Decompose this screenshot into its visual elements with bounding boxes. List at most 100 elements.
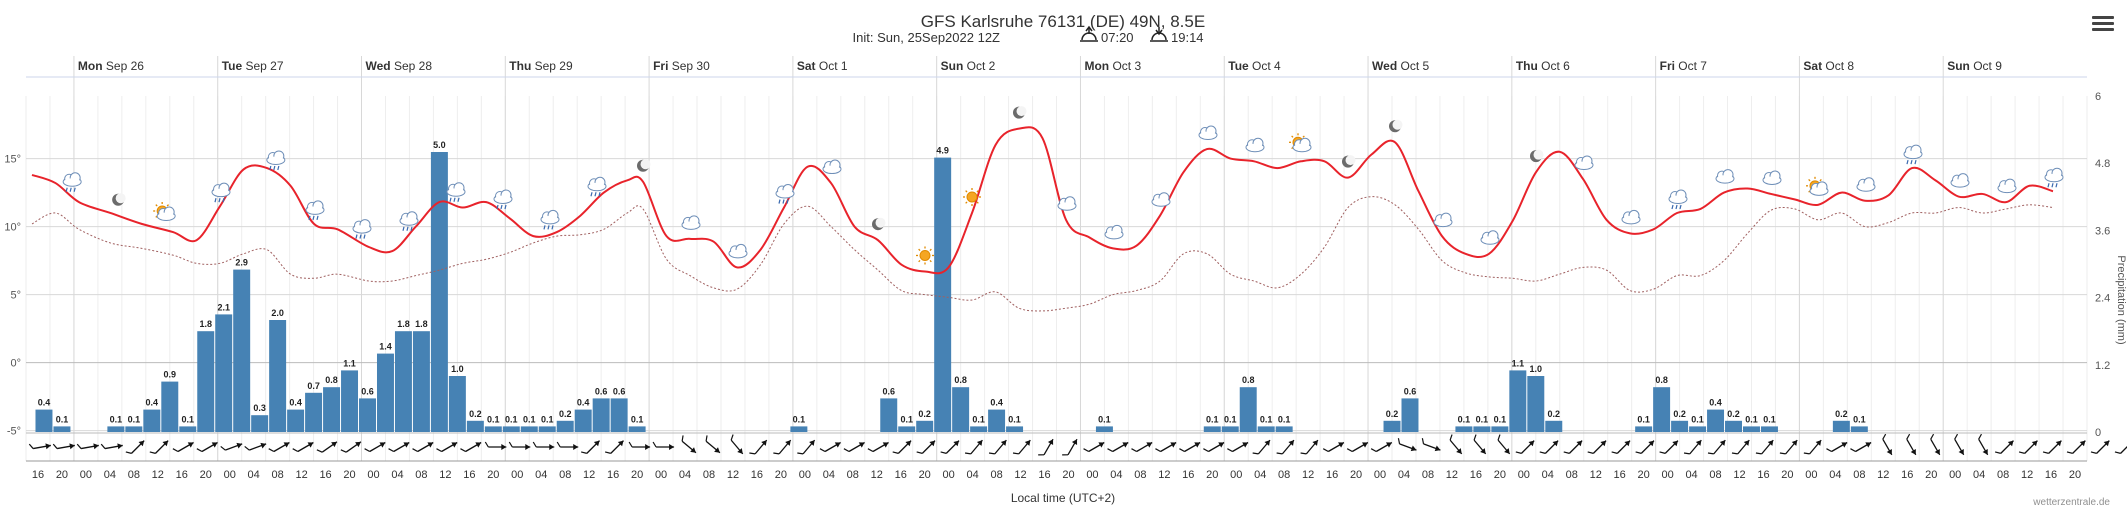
precip-bar xyxy=(1653,387,1671,432)
y-right-tick: 6 xyxy=(2095,91,2101,103)
wind-arrow-icon xyxy=(100,443,123,450)
hour-tick: 20 xyxy=(1206,469,1218,481)
wind-arrow-icon xyxy=(1779,439,1798,455)
wind-arrow-icon xyxy=(1062,438,1078,456)
temperature-series xyxy=(31,126,2054,275)
wind-arrow-icon xyxy=(730,434,744,455)
sun-icon xyxy=(916,246,934,265)
precip-bar xyxy=(880,398,898,432)
wind-arrow-icon xyxy=(460,441,482,453)
chart-menu-button[interactable] xyxy=(2092,14,2114,34)
precip-data-label: 0.8 xyxy=(325,375,338,385)
precip-data-label: 0.4 xyxy=(289,398,302,408)
hour-tick: 20 xyxy=(1350,469,1362,481)
hour-tick: 00 xyxy=(1518,469,1530,481)
day-label: Sun Oct 2 xyxy=(941,59,996,73)
precip-data-label: 0.1 xyxy=(110,414,123,424)
wind-arrow-icon xyxy=(1930,433,1941,456)
rain-icon xyxy=(775,184,795,204)
precip-bar xyxy=(1455,426,1473,432)
cloud-icon xyxy=(1104,224,1124,240)
day-label: Sat Oct 1 xyxy=(797,59,848,73)
hour-tick: 12 xyxy=(295,469,307,481)
precip-bar xyxy=(1832,420,1850,432)
precip-bar xyxy=(1221,426,1239,432)
wind-arrow-icon xyxy=(2090,440,2110,454)
wind-arrow-icon xyxy=(1882,433,1893,456)
hour-tick: 20 xyxy=(1925,469,1937,481)
precip-data-label: 0.8 xyxy=(1655,375,1668,385)
moon-icon xyxy=(872,217,886,231)
precip-bar xyxy=(1473,426,1491,432)
init-text: Init: Sun, 25Sep2022 12Z xyxy=(853,30,1001,45)
hour-tick: 08 xyxy=(415,469,427,481)
wind-arrow-icon xyxy=(628,441,651,450)
wind-arrow-icon xyxy=(484,441,507,450)
wind-arrow-icon xyxy=(292,441,314,453)
hour-tick: 08 xyxy=(1709,469,1721,481)
wind-arrow-icon xyxy=(749,439,768,455)
precip-bar xyxy=(1401,398,1419,432)
hour-tick: 12 xyxy=(583,469,595,481)
precip-bar xyxy=(1635,426,1653,432)
wind-arrow-icon xyxy=(2018,440,2038,454)
hour-tick: 12 xyxy=(152,469,164,481)
precip-data-label: 1.0 xyxy=(1530,364,1543,374)
precip-bar xyxy=(125,426,143,432)
hour-tick: 08 xyxy=(1422,469,1434,481)
precip-bar xyxy=(574,409,592,432)
wind-arrow-icon xyxy=(364,441,386,453)
rain-icon xyxy=(1903,144,1923,165)
y-right-tick: 3.6 xyxy=(2095,225,2110,237)
wind-arrow-icon xyxy=(1300,439,1319,455)
cloud-icon xyxy=(1151,192,1171,207)
day-label: Thu Oct 6 xyxy=(1516,59,1570,73)
hour-tick: 16 xyxy=(32,469,44,481)
moon-icon xyxy=(1389,119,1403,133)
wind-arrow-icon xyxy=(1179,441,1201,453)
hour-tick: 16 xyxy=(1182,469,1194,481)
rain-icon xyxy=(2044,167,2064,188)
hour-tick: 00 xyxy=(1949,469,1961,481)
wind-arrow-icon xyxy=(1587,440,1607,454)
day-label-date: Oct 5 xyxy=(1400,59,1429,73)
wind-arrow-icon xyxy=(604,440,624,454)
precip-bar xyxy=(502,426,520,432)
precip-bar xyxy=(1275,426,1293,432)
hour-tick: 16 xyxy=(751,469,763,481)
wind-arrow-icon xyxy=(1803,439,1822,455)
precip-data-label: 0.1 xyxy=(128,414,141,424)
wind-arrow-icon xyxy=(940,440,960,454)
day-label: Mon Oct 3 xyxy=(1084,59,1141,73)
y-axis-right-label: Precipitation (mm) xyxy=(2115,255,2127,344)
precip-bar xyxy=(448,376,466,432)
day-label: Mon Sep 26 xyxy=(78,59,144,73)
precip-data-label: 0.4 xyxy=(146,398,159,408)
rain-icon xyxy=(587,176,607,197)
wind-arrow-icon xyxy=(388,441,410,453)
hour-tick: 08 xyxy=(847,469,859,481)
y-left-tick: 10° xyxy=(4,222,21,234)
precip-data-label: 0.3 xyxy=(253,403,266,413)
hour-tick: 00 xyxy=(80,469,92,481)
day-label-date: Oct 8 xyxy=(1825,59,1854,73)
wind-arrow-icon xyxy=(532,441,555,450)
wind-arrow-icon xyxy=(76,443,99,450)
wind-arrow-icon xyxy=(125,440,145,454)
wind-arrow-icon xyxy=(1707,439,1726,455)
wind-arrow-icon xyxy=(681,435,697,454)
hour-tick: 16 xyxy=(895,469,907,481)
y-right-tick: 1.2 xyxy=(2095,360,2110,372)
precip-data-label: 0.1 xyxy=(182,414,195,424)
day-label: Wed Oct 5 xyxy=(1372,59,1429,73)
wind-arrow-icon xyxy=(1850,441,1872,453)
precip-bar xyxy=(916,420,934,432)
hour-tick: 08 xyxy=(272,469,284,481)
day-label-dow: Mon xyxy=(1084,59,1112,73)
precip-data-label: 1.8 xyxy=(397,319,410,329)
wind-arrow-icon xyxy=(1497,434,1511,455)
wind-arrow-icon xyxy=(2042,440,2062,454)
hour-tick: 04 xyxy=(1542,469,1554,481)
precip-data-label: 0.6 xyxy=(1404,386,1417,396)
cloud-icon xyxy=(1762,170,1782,185)
